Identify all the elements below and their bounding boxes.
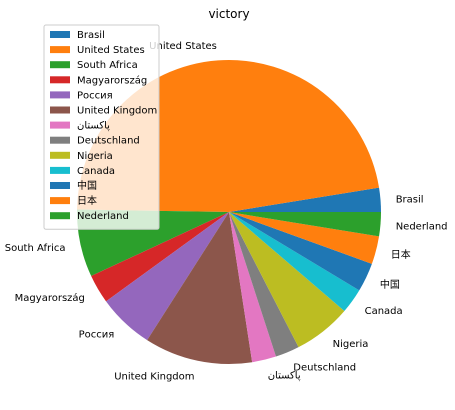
legend-swatch — [50, 91, 70, 99]
slice-label: 中国 — [380, 278, 400, 291]
legend-entry: Nigeria — [77, 151, 113, 162]
pie-slice-nigeria — [229, 212, 345, 348]
pie-slice-magyarorsz-g — [91, 212, 229, 302]
slice-label: Россия — [79, 330, 115, 341]
slice-label: پاکستان — [268, 371, 301, 382]
chart-title: victory — [208, 7, 249, 21]
pie-slice-item-10 — [229, 212, 372, 291]
slice-label: Canada — [365, 306, 403, 317]
slice-label: Magyarország — [15, 292, 85, 304]
legend-entry: 中国 — [77, 179, 97, 192]
legend-entry: United Kingdom — [77, 106, 157, 117]
legend-swatch — [50, 106, 70, 114]
legend-entry: پاکستان — [77, 121, 110, 132]
pie-slice-canada — [229, 212, 360, 311]
legend-swatch — [50, 151, 70, 159]
legend-swatch — [50, 76, 70, 84]
legend: Brasil United States South Africa Magyarors… — [43, 24, 160, 230]
pie-slice-item-4 — [106, 212, 229, 341]
legend-swatch — [50, 46, 70, 54]
pie-slice-item-11 — [229, 212, 380, 264]
legend-entry: Canada — [77, 166, 115, 177]
slice-label: Deutschland — [293, 362, 356, 373]
slice-label: Nigeria — [333, 339, 369, 350]
legend-entry: South Africa — [77, 60, 138, 71]
slice-label: United States — [149, 41, 217, 52]
legend-entry: United States — [77, 45, 145, 56]
legend-swatch — [50, 31, 70, 38]
pie-slice-united-kingdom — [147, 212, 253, 364]
legend-swatch — [50, 61, 70, 69]
legend-swatch — [50, 136, 70, 144]
legend-entry: 日本 — [77, 194, 97, 207]
legend-entry: Nederland — [77, 211, 129, 222]
legend-swatch — [50, 166, 70, 174]
legend-swatch — [50, 121, 70, 129]
slice-label: United Kingdom — [114, 372, 194, 383]
slice-label: Brasil — [396, 195, 424, 206]
legend-swatch — [50, 197, 70, 205]
pie-slice-nederland — [229, 212, 381, 237]
legend-entry: Magyarország — [77, 74, 147, 86]
pie-slice-item-6 — [229, 212, 276, 363]
slice-label: South Africa — [5, 243, 66, 254]
pie-slice-brasil — [229, 187, 381, 212]
legend-entry: Россия — [77, 90, 113, 101]
slice-label: 日本 — [391, 248, 411, 261]
slice-labels: Brasil United States South Africa Magyarors… — [5, 41, 448, 382]
legend-entry: Brasil — [77, 30, 105, 41]
legend-entry: Deutschland — [77, 136, 140, 147]
legend-frame — [43, 24, 160, 230]
pie-slice-deutschland — [229, 212, 299, 357]
slice-label: Nederland — [396, 222, 448, 233]
legend-swatch — [50, 212, 70, 220]
legend-swatch — [50, 182, 70, 189]
